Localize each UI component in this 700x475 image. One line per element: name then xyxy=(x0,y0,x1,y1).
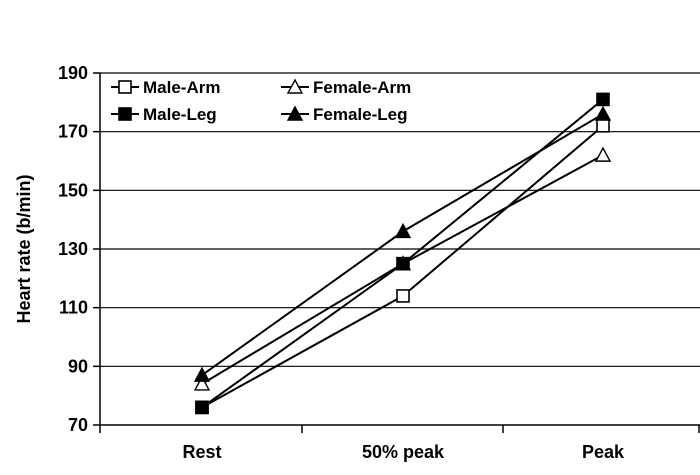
legend-label: Male-Leg xyxy=(143,105,217,124)
x-tick-label: 50% peak xyxy=(362,442,445,462)
data-point xyxy=(396,256,410,271)
data-point xyxy=(394,222,412,239)
series-lines xyxy=(193,92,612,415)
x-tick-label: Rest xyxy=(182,442,221,462)
legend-item: Female-Leg xyxy=(281,105,407,124)
legend-label: Female-Arm xyxy=(313,78,411,97)
legend: Male-Arm Female-Arm Male-Leg Female-Leg xyxy=(111,78,411,124)
axes xyxy=(99,73,700,426)
y-tick-label: 170 xyxy=(58,122,88,142)
y-tick-label: 130 xyxy=(58,239,88,259)
y-tick-label: 70 xyxy=(68,415,88,435)
legend-marker xyxy=(286,78,304,94)
y-tick-label: 150 xyxy=(58,180,88,200)
data-point xyxy=(193,366,211,382)
y-tick-label: 90 xyxy=(68,356,88,376)
legend-item: Male-Arm xyxy=(111,78,220,97)
legend-label: Male-Arm xyxy=(143,78,220,97)
legend-marker xyxy=(118,107,132,121)
data-point xyxy=(596,119,610,133)
series-line xyxy=(201,98,604,409)
data-point xyxy=(594,105,612,121)
legend-marker xyxy=(286,105,304,121)
legend-item: Male-Leg xyxy=(111,105,217,124)
x-tick-label: Peak xyxy=(582,442,625,462)
legend-item: Female-Arm xyxy=(281,78,411,97)
data-point xyxy=(396,289,410,303)
legend-marker xyxy=(118,80,132,94)
series-female-leg xyxy=(193,105,612,382)
data-point xyxy=(193,375,211,391)
series-line xyxy=(201,113,604,376)
data-point xyxy=(596,92,610,107)
x-tick-labels: Rest 50% peak Peak xyxy=(182,442,625,462)
series-male-leg xyxy=(195,92,610,415)
data-point xyxy=(594,146,612,162)
y-tick-labels: 70 90 110 130 150 170 190 xyxy=(58,63,88,435)
data-point xyxy=(195,400,209,415)
y-tick-label: 110 xyxy=(59,298,88,318)
y-axis-title: Heart rate (b/min) xyxy=(14,174,34,323)
legend-label: Female-Leg xyxy=(313,105,407,124)
y-tick-label: 190 xyxy=(58,63,88,83)
